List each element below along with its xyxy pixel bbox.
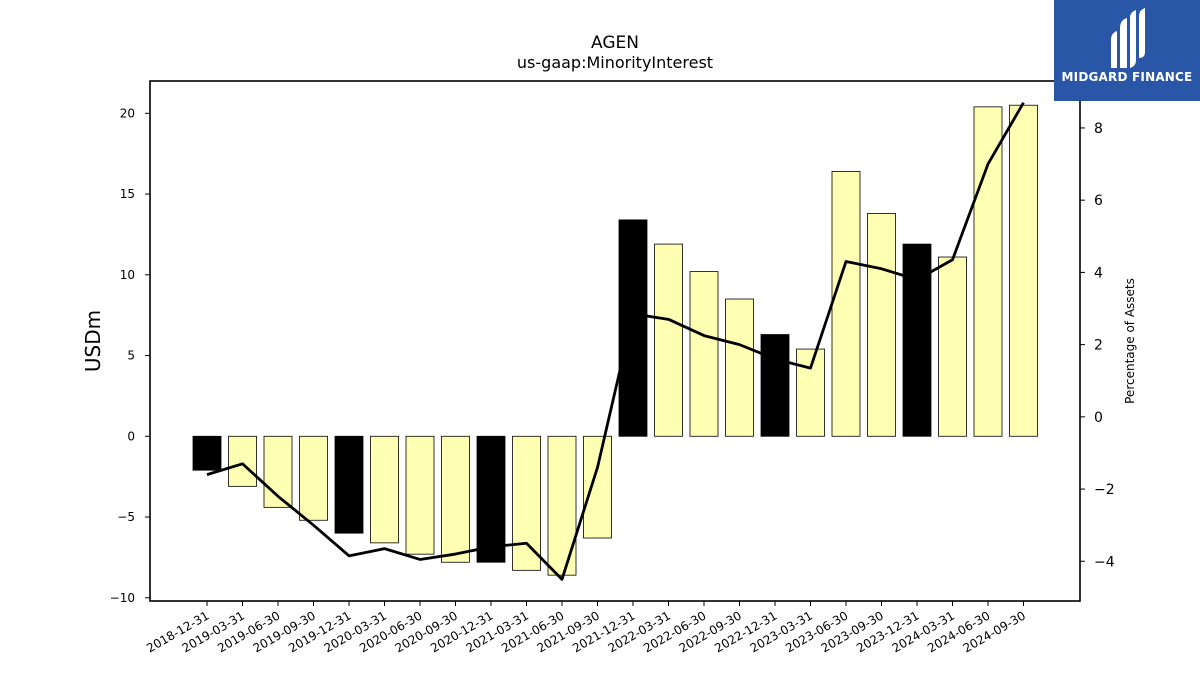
bar-2018-12-31 — [192, 435, 222, 471]
bar-2021-03-31 — [512, 435, 541, 571]
y-tick-label: −10 — [110, 591, 135, 605]
y-tick-label: 20 — [120, 106, 135, 120]
y-axis-label: USDm — [81, 310, 105, 372]
y2-tick-label: 2 — [1094, 338, 1103, 354]
y-tick-label: 0 — [127, 429, 135, 443]
y-axis: −10 −5 0 5 10 15 20 — [110, 106, 150, 605]
bar-2024-03-31 — [938, 256, 967, 437]
bar-2019-12-31 — [334, 435, 364, 534]
percentage-line — [206, 101, 1025, 581]
bar-2019-09-30 — [299, 435, 328, 521]
y2-axis: −4 −2 0 2 4 6 8 — [1080, 121, 1115, 570]
y-tick-label: 10 — [120, 268, 135, 282]
bar-2023-06-30 — [831, 171, 861, 437]
chart-subtitle: us-gaap:MinorityInterest — [517, 53, 713, 72]
bar-2021-12-31 — [618, 219, 648, 437]
bar-group — [192, 104, 1038, 576]
bar-2022-06-30 — [689, 271, 719, 437]
y2-tick-label: 4 — [1094, 265, 1103, 281]
bar-2023-03-31 — [796, 348, 825, 437]
bar-2021-06-30 — [547, 435, 577, 576]
x-axis: 2018-12-312019-03-312019-06-302019-09-30… — [144, 601, 1028, 655]
bar-2024-09-30 — [1009, 104, 1038, 437]
y2-tick-label: 0 — [1094, 410, 1103, 426]
bar-2020-09-30 — [441, 435, 470, 563]
logo-mark-icon — [1111, 8, 1145, 68]
bar-2020-12-31 — [476, 435, 506, 563]
y2-tick-label: 8 — [1094, 121, 1103, 137]
y2-tick-label: −4 — [1094, 554, 1115, 570]
y-tick-label: 15 — [120, 187, 135, 201]
y-tick-label: 5 — [127, 349, 135, 363]
bar-2020-03-31 — [370, 435, 399, 544]
line-group — [206, 101, 1025, 581]
bar-2019-03-31 — [228, 435, 257, 487]
bar-2020-06-30 — [405, 435, 435, 555]
bar-2022-12-31 — [760, 334, 790, 437]
bar-2024-06-30 — [973, 106, 1003, 437]
y2-axis-label: Percentage of Assets — [1123, 278, 1137, 404]
bar-2022-03-31 — [654, 243, 683, 437]
y2-tick-label: 6 — [1094, 193, 1103, 209]
bar-2022-09-30 — [725, 298, 754, 437]
plot-frame — [149, 80, 1081, 602]
brand-logo: MIDGARD FINANCE — [1054, 0, 1200, 101]
y2-tick-label: −2 — [1094, 482, 1115, 498]
logo-text: MIDGARD FINANCE — [1061, 70, 1193, 84]
bar-2023-09-30 — [867, 213, 896, 437]
y-tick-label: −5 — [117, 510, 135, 524]
bar-2021-09-30 — [583, 435, 612, 539]
chart-title: AGEN — [591, 33, 639, 53]
